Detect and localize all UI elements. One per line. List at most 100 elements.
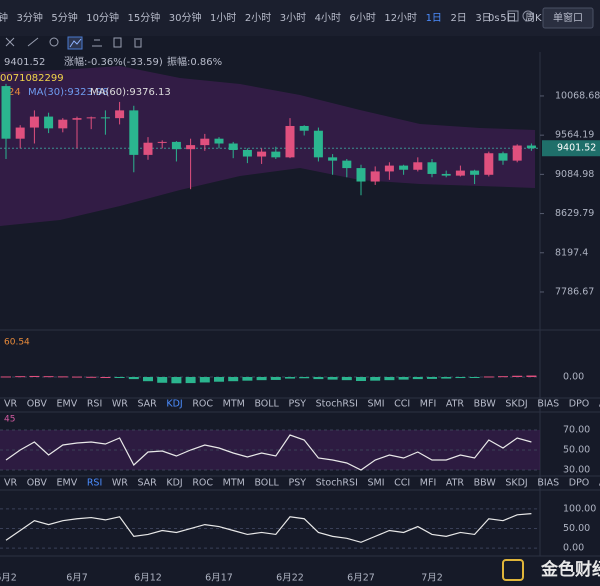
tool-icon[interactable] bbox=[113, 37, 122, 48]
candle-body bbox=[1, 86, 11, 139]
timeframe-button[interactable]: 1日 bbox=[426, 13, 442, 24]
tool-icon[interactable] bbox=[5, 37, 15, 47]
indicator-tab[interactable]: SMI bbox=[367, 399, 384, 410]
macd-bar bbox=[143, 377, 153, 382]
indicator-tab[interactable]: RSI bbox=[87, 399, 102, 410]
indicator-tab[interactable]: MTM bbox=[223, 478, 245, 489]
candle-body bbox=[512, 145, 522, 161]
macd-bar bbox=[384, 377, 395, 381]
axis-label: 100.00 bbox=[563, 503, 596, 514]
timeframe-button[interactable]: 15分钟 bbox=[127, 11, 160, 24]
candle-body bbox=[399, 165, 409, 170]
indicator-line bbox=[5, 513, 532, 543]
indicator-tab[interactable]: MFI bbox=[420, 399, 436, 410]
tool-icon[interactable] bbox=[134, 38, 142, 48]
timeframe-button[interactable]: 3小时 bbox=[280, 12, 306, 24]
window-button[interactable] bbox=[542, 7, 594, 29]
indicator-tab[interactable]: BIAS bbox=[537, 399, 559, 410]
indicator-tab[interactable]: OBV bbox=[27, 478, 48, 489]
indicator-tab[interactable]: DPO bbox=[569, 399, 590, 410]
indicator-tab[interactable]: SAR bbox=[137, 399, 157, 410]
indicator-tab[interactable]: BOLL bbox=[254, 399, 279, 410]
timeframe-button[interactable]: 3分钟 bbox=[17, 11, 43, 24]
indicator-tab[interactable]: BOLL bbox=[254, 478, 279, 489]
info-amplitude: 振幅:0.86% bbox=[167, 55, 222, 68]
indicator-tab[interactable]: KDJ bbox=[166, 399, 182, 410]
macd-bar bbox=[498, 376, 508, 378]
indicator-tab[interactable]: PSY bbox=[288, 399, 306, 410]
indicator-tab[interactable]: OBV bbox=[27, 399, 48, 410]
indicator-tab[interactable]: EMV bbox=[57, 478, 78, 489]
tool-icon[interactable] bbox=[67, 36, 83, 50]
axis-label: 50.00 bbox=[563, 445, 590, 456]
timeframe-button[interactable]: 3日 bbox=[475, 13, 491, 24]
indicator-tab[interactable]: SKDJ bbox=[505, 478, 527, 489]
indicator-tab[interactable]: RSI bbox=[87, 478, 102, 489]
indicator-tab[interactable]: MFI bbox=[420, 478, 436, 489]
macd-bar bbox=[100, 377, 111, 378]
indicator-tab[interactable]: ROC bbox=[192, 399, 213, 410]
indicator-tab[interactable]: PSY bbox=[288, 478, 306, 489]
tool-icon[interactable] bbox=[92, 39, 102, 47]
candle-body bbox=[455, 170, 465, 176]
macd-bar bbox=[86, 376, 97, 378]
indicator-tab[interactable]: SMI bbox=[367, 478, 384, 489]
timeframe-button[interactable]: 周K bbox=[525, 12, 542, 24]
indicator-tab[interactable]: VR bbox=[4, 478, 17, 489]
price-label: 7786.67 bbox=[555, 286, 594, 297]
indicator-tab[interactable]: SKDJ bbox=[505, 399, 527, 410]
macd-bar bbox=[441, 377, 452, 379]
tool-icon[interactable] bbox=[27, 37, 39, 47]
timeframe-button[interactable]: 4小时 bbox=[315, 12, 341, 24]
indicator-tab[interactable]: BIAS bbox=[537, 478, 559, 489]
timeframe-button[interactable]: 10分钟 bbox=[86, 11, 119, 24]
indicator-tab[interactable]: BBW bbox=[474, 478, 497, 489]
candle-body bbox=[427, 162, 437, 174]
indicator-tab[interactable]: WR bbox=[112, 399, 128, 410]
timeframe-button[interactable]: 12小时 bbox=[384, 12, 417, 24]
tool-icon[interactable] bbox=[69, 38, 82, 48]
tool-icon[interactable] bbox=[49, 37, 59, 47]
indicator-tab[interactable]: CCI bbox=[394, 478, 410, 489]
timeframe-button[interactable]: 钟 bbox=[0, 11, 8, 24]
indicator-tab[interactable]: ATR bbox=[446, 478, 465, 489]
indicator-tab[interactable]: BBW bbox=[474, 399, 497, 410]
timeframe-button[interactable]: 1小时 bbox=[210, 12, 236, 24]
timeframe-button[interactable]: 6小时 bbox=[349, 12, 375, 24]
timeframe-button[interactable]: 2小时 bbox=[245, 12, 271, 24]
timeframe-button[interactable]: 2日 bbox=[450, 13, 466, 24]
macd-bar bbox=[72, 376, 82, 378]
price-label: 9084.98 bbox=[555, 169, 594, 180]
indicator-tab[interactable]: ROC bbox=[192, 478, 213, 489]
indicator-tab[interactable]: ATR bbox=[446, 399, 465, 410]
indicator-tab[interactable]: StochRSI bbox=[316, 478, 358, 489]
indicator-tab[interactable]: EMV bbox=[57, 399, 78, 410]
refresh-label[interactable]: 0s bbox=[488, 13, 500, 24]
price-label: 8629.79 bbox=[555, 208, 594, 219]
indicator-tab[interactable]: StochRSI bbox=[316, 399, 358, 410]
indicator-tab[interactable]: AO bbox=[599, 478, 600, 489]
indicator-tab[interactable]: KDJ bbox=[166, 478, 182, 489]
indicator-tab[interactable]: VR bbox=[4, 399, 17, 410]
window-button-label[interactable]: 单窗口 bbox=[553, 11, 583, 24]
fullscreen-icon[interactable] bbox=[507, 10, 519, 22]
indicator-tab[interactable]: MTM bbox=[223, 399, 245, 410]
indicator-tab[interactable]: SAR bbox=[137, 478, 157, 489]
candle-body bbox=[72, 118, 82, 120]
indicator-tab[interactable]: WR bbox=[112, 478, 128, 489]
watermark: 金色财经 bbox=[540, 559, 600, 580]
candle-body bbox=[157, 141, 167, 143]
timeframe-button[interactable]: 5分钟 bbox=[51, 11, 77, 24]
price-label: 8197.4 bbox=[555, 247, 588, 258]
current-price-label: 9401.52 bbox=[557, 143, 596, 154]
indicator-tab[interactable]: DPO bbox=[569, 478, 590, 489]
settings-icon[interactable] bbox=[522, 10, 534, 22]
timeframe-button[interactable]: 5日 bbox=[500, 13, 516, 24]
timeframe-button[interactable]: 30分钟 bbox=[169, 11, 202, 24]
candle-body bbox=[86, 117, 96, 119]
date-label: 6月17 bbox=[205, 573, 233, 584]
indicator-tab[interactable]: AO bbox=[599, 399, 600, 410]
indicator-tab[interactable]: CCI bbox=[394, 399, 410, 410]
